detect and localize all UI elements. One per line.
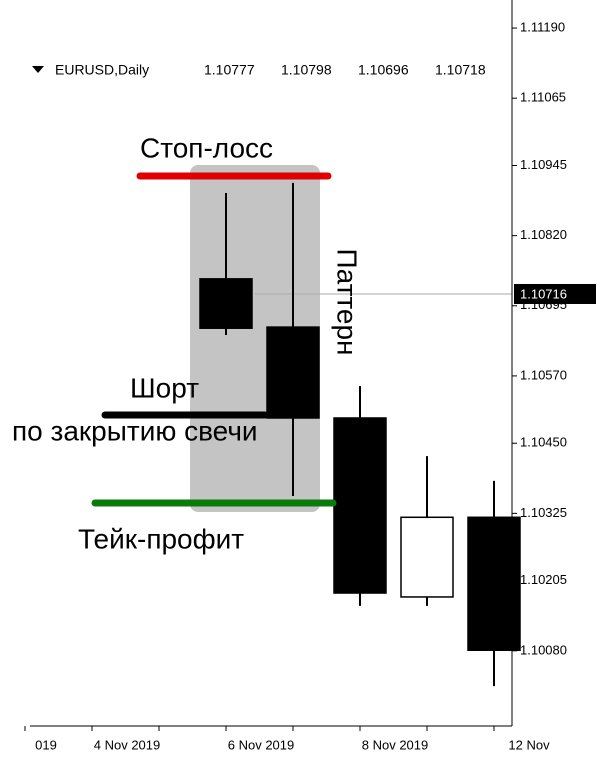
- take-profit-label: Тейк-профит: [78, 523, 244, 554]
- x-tick-label: 4 Nov 2019: [94, 737, 161, 752]
- y-tick-label: 1.11190: [520, 19, 565, 34]
- header-open: 1.10777: [204, 62, 255, 78]
- y-tick-label: 1.10325: [520, 505, 567, 520]
- short-label-2: по закрытию свечи: [12, 415, 258, 446]
- candle-body: [467, 516, 521, 652]
- current-price-box: [514, 283, 596, 304]
- candle-body: [199, 278, 253, 329]
- current-price-label: 1.10716: [520, 286, 567, 301]
- candle-body: [333, 417, 387, 594]
- x-tick-label: 12 Nov: [508, 737, 550, 752]
- header-high: 1.10798: [281, 62, 332, 78]
- x-tick-label: 8 Nov 2019: [362, 737, 429, 752]
- y-tick-label: 1.10205: [520, 572, 567, 587]
- pattern-label: Паттерн: [332, 248, 363, 355]
- short-label: Шорт: [130, 372, 199, 403]
- y-tick-label: 1.10080: [520, 642, 567, 657]
- stop-loss-label: Стоп-лосс: [140, 132, 273, 163]
- candle-body: [266, 326, 320, 419]
- y-tick-label: 1.10570: [520, 367, 567, 382]
- y-tick-label: 1.10945: [520, 157, 567, 172]
- header-close: 1.10718: [435, 62, 486, 78]
- y-tick-label: 1.10450: [520, 435, 567, 450]
- y-tick-label: 1.10820: [520, 227, 567, 242]
- x-tick-label: 019: [35, 737, 57, 752]
- header-symbol: EURUSD,Daily: [55, 62, 149, 78]
- pattern-box: [190, 165, 320, 512]
- header-arrow: [32, 66, 44, 73]
- header-low: 1.10696: [358, 62, 409, 78]
- candle-body: [400, 516, 454, 598]
- y-tick-label: 1.11065: [520, 90, 566, 105]
- plot: [199, 182, 521, 687]
- x-tick-label: 6 Nov 2019: [228, 737, 295, 752]
